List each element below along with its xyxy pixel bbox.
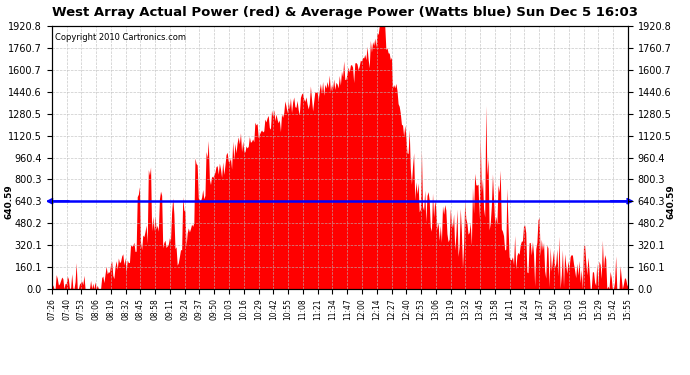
Text: West Array Actual Power (red) & Average Power (Watts blue) Sun Dec 5 16:03: West Array Actual Power (red) & Average … [52,6,638,19]
Text: 640.59: 640.59 [667,184,676,219]
Text: 640.59: 640.59 [4,184,13,219]
Text: Copyright 2010 Cartronics.com: Copyright 2010 Cartronics.com [55,33,186,42]
